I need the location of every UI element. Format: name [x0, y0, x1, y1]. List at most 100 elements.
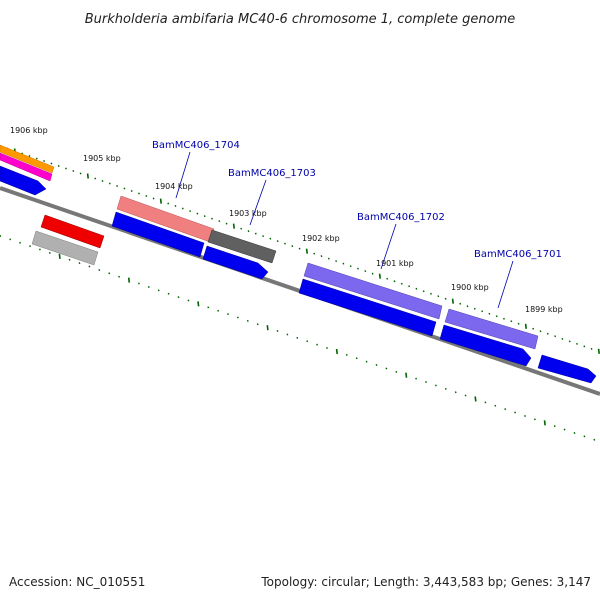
tick-upper — [488, 312, 491, 315]
tick-lower — [207, 306, 210, 309]
tick-upper — [327, 257, 330, 260]
tick-upper — [232, 223, 235, 229]
tick-lower — [246, 319, 249, 322]
gene-bar-1701[interactable] — [444, 308, 539, 350]
tick-upper — [546, 332, 549, 335]
tick-upper — [79, 172, 82, 175]
tick-lower — [266, 325, 269, 331]
tick-lower — [306, 340, 309, 343]
leader-1702 — [380, 223, 397, 270]
tick-lower — [167, 292, 170, 295]
orange-feature[interactable] — [0, 144, 55, 174]
red-feature[interactable] — [40, 214, 105, 249]
tick-upper — [211, 217, 213, 220]
tick-lower — [326, 347, 328, 350]
tick-upper — [43, 160, 46, 163]
accession-text: Accession: NC_010551 — [9, 575, 145, 589]
tick-upper — [305, 248, 308, 254]
tick-lower — [533, 418, 536, 421]
tick-lower — [9, 238, 12, 241]
tick-upper — [116, 185, 119, 188]
tick-lower — [88, 265, 91, 268]
tick-lower — [147, 285, 150, 288]
tick-upper — [459, 302, 462, 305]
kbp-label-1904: 1904 kbp — [155, 182, 193, 191]
gene-bar-1703[interactable] — [207, 229, 277, 264]
tick-lower — [494, 404, 497, 407]
magenta-feature[interactable] — [0, 152, 53, 182]
tick-lower — [227, 313, 229, 316]
tick-upper — [276, 240, 279, 243]
tick-lower — [286, 333, 289, 336]
tick-upper — [451, 298, 454, 304]
tick-lower — [137, 282, 140, 285]
tick-lower — [375, 364, 378, 367]
tick-upper — [430, 292, 432, 295]
tick-lower — [563, 428, 566, 431]
tick-upper — [517, 322, 520, 325]
gene-label-1703[interactable]: BamMC406_1703 — [228, 168, 316, 179]
tick-upper — [240, 227, 243, 230]
gene-label-1704[interactable]: BamMC406_1704 — [152, 140, 240, 151]
tick-upper — [152, 197, 155, 200]
tick-upper — [495, 315, 498, 318]
tick-lower — [68, 258, 71, 261]
tick-lower — [365, 360, 368, 363]
gene-label-1701[interactable]: BamMC406_1701 — [474, 249, 562, 260]
tick-lower — [573, 431, 576, 434]
tick-lower — [316, 343, 319, 346]
tick-lower — [385, 367, 388, 370]
gene-bar-1702[interactable] — [303, 262, 443, 320]
cds-arrow-1702[interactable] — [298, 278, 437, 337]
kbp-label-1899: 1899 kbp — [525, 305, 563, 314]
tick-lower — [108, 272, 111, 275]
tick-lower — [236, 316, 239, 319]
tick-upper — [481, 310, 484, 313]
tick-upper — [189, 210, 192, 213]
tick-lower — [524, 414, 526, 417]
tick-upper — [378, 273, 381, 279]
kbp-label-1905: 1905 kbp — [83, 154, 121, 163]
tick-upper — [181, 207, 184, 210]
leader-1701 — [497, 260, 514, 309]
tick-upper — [28, 155, 31, 158]
kbp-label-1900: 1900 kbp — [451, 283, 489, 292]
tick-upper — [568, 340, 571, 343]
cds-arrow-1701[interactable] — [439, 324, 532, 367]
kbp-label-1902: 1902 kbp — [302, 234, 340, 243]
tick-lower — [425, 381, 427, 384]
tick-lower — [553, 425, 556, 428]
tick-upper — [269, 237, 272, 240]
tick-upper — [422, 290, 425, 293]
gray-feature[interactable] — [31, 230, 99, 266]
tick-upper — [444, 297, 447, 300]
gene-label-leaders — [175, 151, 514, 309]
tick-upper — [437, 295, 440, 298]
cds-arrow-1703[interactable] — [202, 245, 269, 280]
cds-arrow-1704[interactable] — [111, 211, 205, 258]
tick-lower — [593, 438, 596, 441]
tick-upper — [510, 320, 513, 323]
tick-upper — [57, 165, 60, 168]
tick-upper — [225, 222, 228, 225]
tick-lower — [0, 235, 2, 238]
cds-arrow-left[interactable] — [0, 165, 47, 196]
tick-lower — [118, 275, 121, 278]
tick-upper — [408, 285, 411, 288]
gene-label-1702[interactable]: BamMC406_1702 — [357, 212, 445, 223]
tick-upper — [138, 192, 140, 195]
tick-upper — [415, 287, 418, 290]
tick-upper — [357, 267, 359, 270]
tick-upper — [247, 230, 250, 233]
tick-lower — [543, 420, 546, 426]
tick-lower — [514, 411, 517, 414]
tick-lower — [276, 330, 279, 333]
tick-lower — [157, 289, 160, 292]
tick-upper — [320, 255, 323, 258]
tick-lower — [48, 251, 51, 254]
cds-arrow-right[interactable] — [537, 354, 597, 384]
kbp-label-1903: 1903 kbp — [229, 209, 267, 218]
tick-lower — [444, 387, 447, 390]
tick-upper — [386, 277, 389, 280]
tick-upper — [35, 157, 38, 160]
